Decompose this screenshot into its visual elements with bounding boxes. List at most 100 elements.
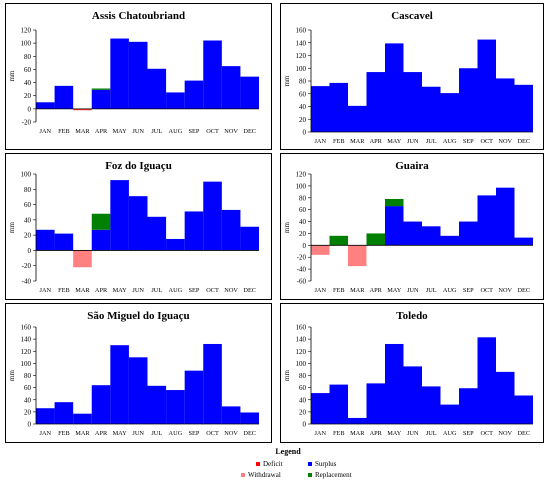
x-tick-label: MAY bbox=[113, 128, 128, 135]
bar-surplus-oct bbox=[477, 195, 496, 246]
x-tick-label: FEB bbox=[333, 287, 345, 294]
bar-surplus-jun bbox=[128, 196, 148, 251]
chart-plot: 0 20 40 60 80 100 120 140 160 mm JAN FEB MAR APR MAY JU… bbox=[8, 324, 259, 437]
x-tick-label: MAY bbox=[113, 287, 128, 294]
bar-surplus-nov bbox=[496, 187, 515, 246]
legend-label: Surplus bbox=[315, 460, 337, 468]
bar-surplus-jan bbox=[311, 393, 330, 424]
x-tick-label: SEP bbox=[189, 287, 200, 294]
bar-surplus-jun bbox=[403, 366, 422, 424]
bar-surplus-apr bbox=[91, 89, 111, 109]
bar-surplus-jul bbox=[147, 216, 167, 251]
x-tick-label: JAN bbox=[40, 430, 52, 437]
y-tick-label: 0 bbox=[28, 247, 32, 255]
legend-item-withdrawal: Withdrawal bbox=[241, 471, 281, 479]
bar-surplus-jun bbox=[128, 41, 148, 109]
legend-swatch-withdrawal bbox=[241, 473, 245, 478]
legend-title: Legend bbox=[275, 447, 301, 456]
x-tick-label: JUL bbox=[426, 287, 437, 294]
bar-surplus-dec bbox=[240, 226, 259, 251]
bar-surplus-feb bbox=[54, 233, 74, 251]
y-tick-label: 0 bbox=[28, 105, 32, 113]
bar-surplus-oct bbox=[477, 39, 496, 132]
bar-surplus-sep bbox=[459, 388, 478, 424]
bar-withdrawal-mar bbox=[348, 245, 367, 267]
bar-surplus-oct bbox=[203, 343, 222, 424]
x-tick-label: AUG bbox=[169, 287, 183, 294]
bar-surplus-sep bbox=[184, 370, 204, 424]
y-axis-label: mm bbox=[8, 70, 16, 81]
bar-surplus-jan bbox=[311, 86, 330, 132]
y-tick-label: 120 bbox=[296, 348, 307, 356]
y-tick-label: 40 bbox=[24, 79, 32, 87]
bar-surplus-jul bbox=[422, 86, 441, 132]
bar-surplus-oct bbox=[203, 40, 222, 109]
legend-swatch-surplus bbox=[308, 462, 312, 467]
x-tick-label: SEP bbox=[463, 430, 474, 437]
chart-panel-cascavel: Cascavel 0 20 40 60 80 100 120 140 160 mm JAN FEB MA… bbox=[280, 3, 544, 150]
x-tick-label: APR bbox=[370, 430, 383, 437]
x-tick-label: FEB bbox=[333, 138, 345, 145]
bar-surplus-nov bbox=[221, 66, 241, 109]
x-tick-label: NOV bbox=[224, 128, 238, 135]
chart-panel-guaira: Guaira -60 -40 -20 0 20 40 60 80 100 120 mm JAN FEB M… bbox=[280, 153, 544, 300]
chart-plot: -60 -40 -20 0 20 40 60 80 100 120 mm JAN FEB MAR APR MA… bbox=[283, 171, 533, 294]
bar-surplus-jun bbox=[403, 221, 422, 246]
y-tick-label: 20 bbox=[24, 232, 32, 240]
x-tick-label: NOV bbox=[498, 287, 512, 294]
y-tick-label: 140 bbox=[296, 39, 307, 47]
x-tick-label: DEC bbox=[243, 430, 256, 437]
bar-surplus-dec bbox=[514, 84, 533, 132]
x-tick-label: DEC bbox=[517, 138, 530, 145]
x-tick-label: JUN bbox=[407, 138, 419, 145]
x-tick-label: APR bbox=[95, 128, 108, 135]
x-tick-label: NOV bbox=[498, 430, 512, 437]
bar-surplus-jun bbox=[403, 72, 422, 132]
bar-replacement-apr bbox=[91, 88, 111, 90]
y-tick-label: 0 bbox=[28, 421, 32, 429]
x-tick-label: SEP bbox=[189, 430, 200, 437]
y-tick-label: 40 bbox=[24, 216, 32, 224]
bar-surplus-dec bbox=[240, 412, 259, 424]
x-tick-label: APR bbox=[95, 287, 108, 294]
x-tick-label: MAY bbox=[113, 430, 128, 437]
x-tick-label: FEB bbox=[58, 430, 70, 437]
y-tick-label: -60 bbox=[297, 278, 307, 286]
x-tick-label: JAN bbox=[40, 287, 52, 294]
x-tick-label: JAN bbox=[314, 430, 326, 437]
x-tick-label: FEB bbox=[58, 287, 70, 294]
x-tick-label: JUL bbox=[151, 287, 162, 294]
y-tick-label: 60 bbox=[299, 90, 307, 98]
x-tick-label: APR bbox=[370, 287, 383, 294]
y-tick-label: 20 bbox=[299, 116, 307, 124]
x-tick-label: DEC bbox=[243, 128, 256, 135]
chart-panel-assis: Assis Chatoubriand -20 0 20 40 60 80 100 120 mm J… bbox=[5, 3, 272, 150]
y-tick-label: 40 bbox=[299, 103, 307, 111]
x-tick-label: OCT bbox=[206, 287, 219, 294]
legend-label: Replacement bbox=[315, 471, 352, 479]
x-tick-label: APR bbox=[95, 430, 108, 437]
x-tick-label: AUG bbox=[169, 128, 183, 135]
chart-title: Cascavel bbox=[391, 10, 433, 22]
y-axis-label: mm bbox=[8, 222, 16, 233]
y-tick-label: 40 bbox=[24, 396, 32, 404]
y-tick-label: 100 bbox=[296, 360, 307, 368]
x-tick-label: MAY bbox=[387, 287, 402, 294]
bar-surplus-sep bbox=[459, 221, 478, 246]
x-tick-label: FEB bbox=[58, 128, 70, 135]
y-tick-label: 80 bbox=[24, 186, 32, 194]
bar-surplus-may bbox=[385, 43, 404, 133]
y-tick-label: 100 bbox=[296, 182, 307, 190]
bar-surplus-nov bbox=[221, 209, 241, 251]
y-tick-label: -20 bbox=[297, 254, 307, 262]
y-tick-label: 80 bbox=[299, 78, 307, 86]
y-tick-label: -40 bbox=[297, 266, 307, 274]
bar-surplus-may bbox=[385, 343, 404, 424]
x-tick-label: JUL bbox=[151, 430, 162, 437]
legend-item-replacement: Replacement bbox=[308, 471, 352, 479]
x-tick-label: JUN bbox=[132, 128, 144, 135]
bar-surplus-aug bbox=[166, 238, 185, 251]
y-tick-label: 100 bbox=[21, 40, 32, 48]
y-tick-label: 160 bbox=[21, 324, 32, 332]
y-axis-label: mm bbox=[283, 75, 291, 86]
